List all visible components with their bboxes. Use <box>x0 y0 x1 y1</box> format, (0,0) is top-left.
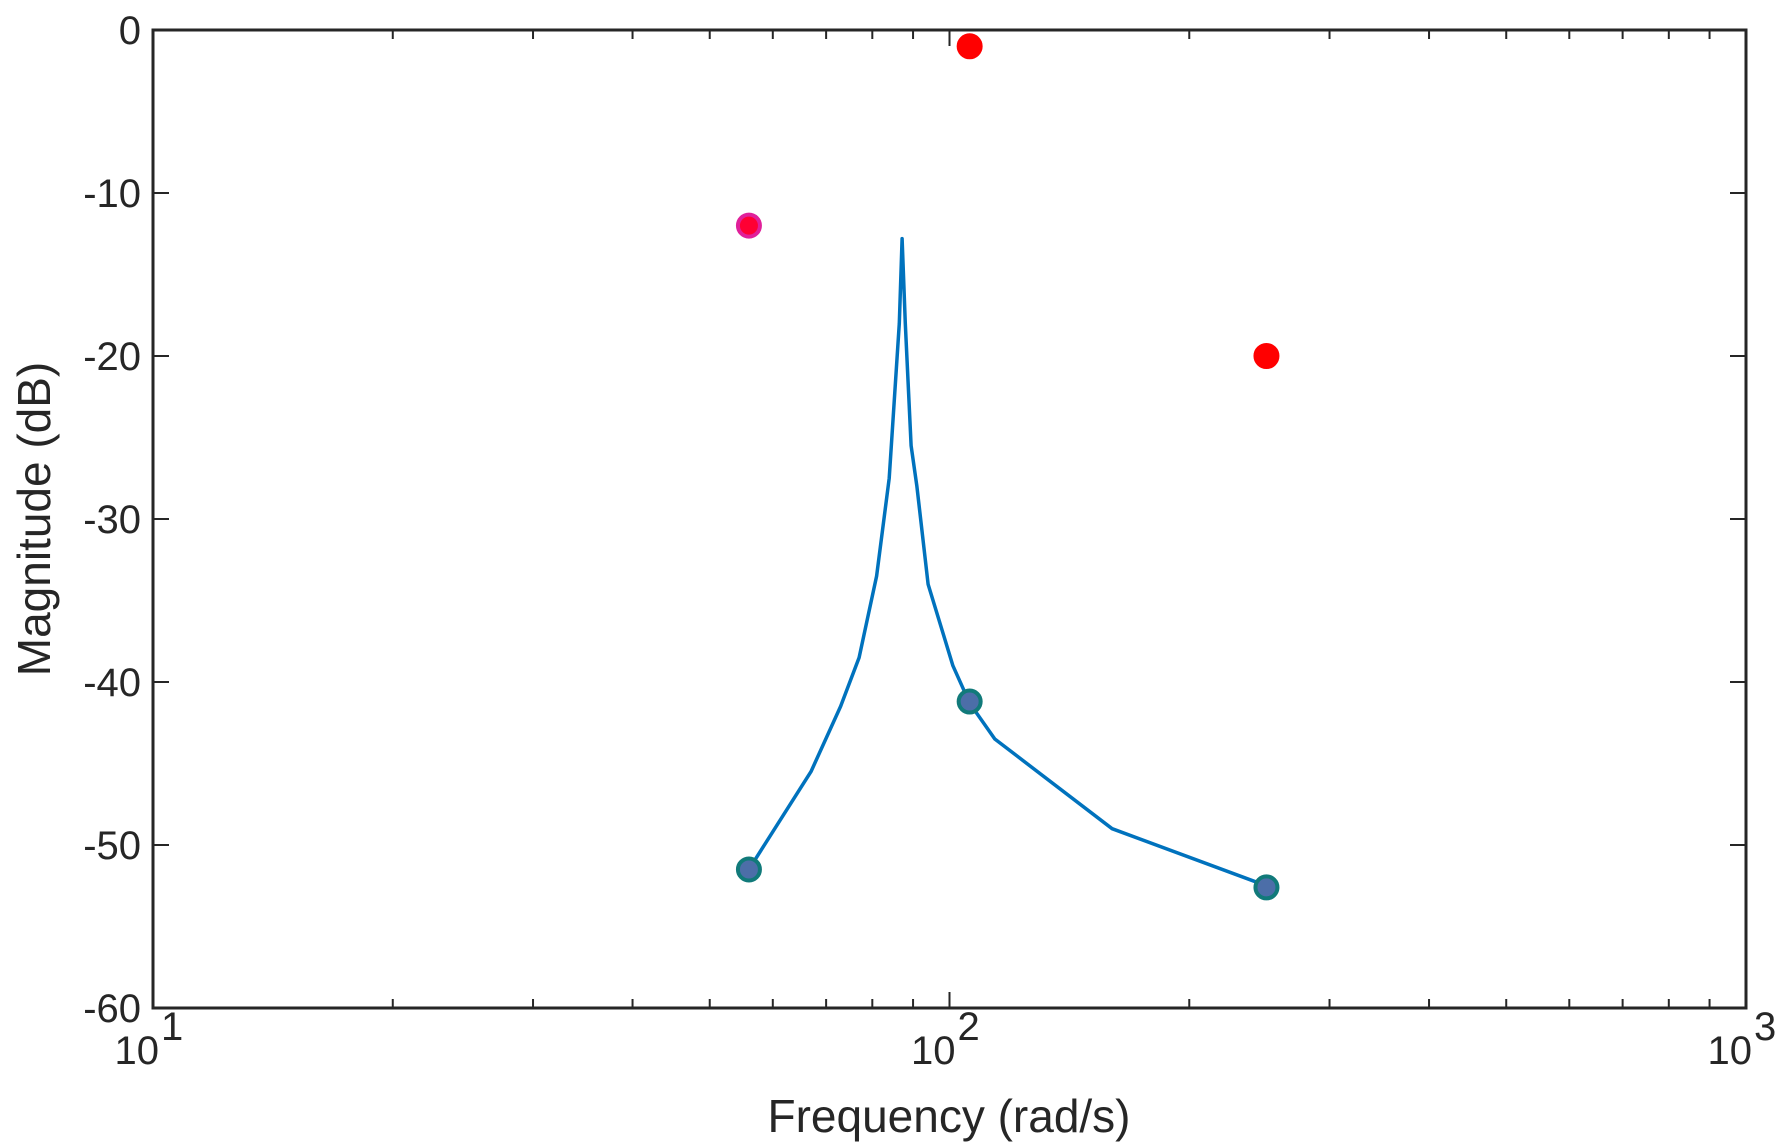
x-tick-label: 103 <box>1708 1005 1777 1073</box>
data-point <box>1253 874 1280 901</box>
x-tick-label-base: 10 <box>911 1029 956 1073</box>
y-tick-label: -30 <box>83 498 141 542</box>
x-tick-label-exponent: 3 <box>1754 1005 1776 1049</box>
y-tick-label: -40 <box>83 661 141 705</box>
y-tick-label: -50 <box>83 824 141 868</box>
x-tick-label-exponent: 2 <box>958 1005 980 1049</box>
y-tick-label: 0 <box>119 9 141 53</box>
data-point <box>1253 343 1280 369</box>
x-axis-label: Frequency (rad/s) <box>767 1090 1130 1142</box>
x-tick-label-exponent: 1 <box>161 1005 183 1049</box>
series-line <box>747 236 1268 888</box>
y-tick-label: -10 <box>83 172 141 216</box>
y-tick-labels: 0 -10 -20 -30 -40 -50 -60 <box>83 9 141 1031</box>
axes-box <box>151 28 1748 1010</box>
data-point <box>956 688 983 715</box>
y-tick-label: -60 <box>83 987 141 1031</box>
y-axis-label: Magnitude (dB) <box>8 362 60 677</box>
series-layer <box>735 33 1280 901</box>
data-point <box>735 856 762 883</box>
x-tick-label: 102 <box>911 1005 980 1073</box>
data-point <box>956 33 983 60</box>
plot-area <box>153 30 1746 1008</box>
x-tick-label-base: 10 <box>1708 1029 1753 1073</box>
y-tick-label: -20 <box>83 335 141 379</box>
x-tick-label: 101 <box>115 1005 184 1073</box>
x-tick-label-base: 10 <box>115 1029 160 1073</box>
data-point <box>735 212 762 239</box>
